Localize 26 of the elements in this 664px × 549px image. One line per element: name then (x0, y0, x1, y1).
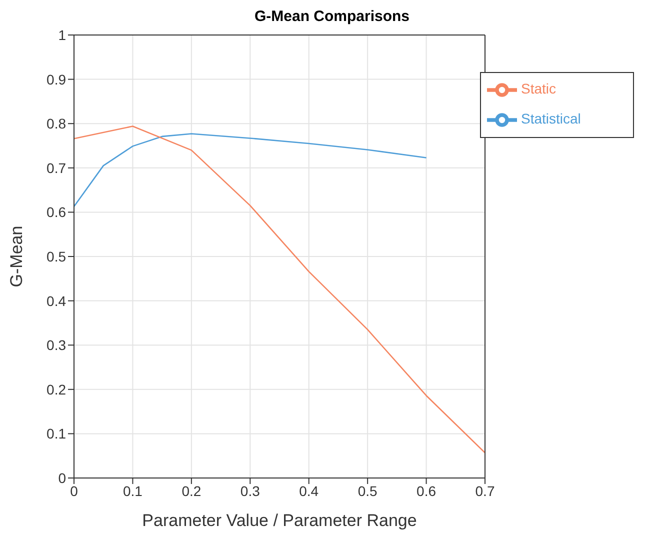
y-axis-title: G-Mean (7, 226, 26, 288)
x-tick-label: 0.1 (122, 482, 143, 499)
y-tick-label: 0 (58, 470, 66, 486)
line-series (74, 133, 427, 208)
line-series (74, 126, 485, 454)
x-tick-label: 0 (70, 482, 78, 499)
x-tick-label: 0.6 (416, 482, 436, 499)
y-tick-label: 0.4 (46, 292, 66, 309)
y-tick-label: 0.3 (46, 337, 66, 354)
x-axis-title: Parameter Value / Parameter Range (142, 511, 417, 530)
y-tick-label: 0.1 (46, 426, 66, 442)
y-tick-label: 0.7 (46, 160, 66, 176)
y-tick-label: 0.2 (46, 381, 66, 398)
chart-title: G-Mean Comparisons (253, 8, 411, 27)
x-tick-label: 0.7 (475, 482, 495, 499)
y-tick-label: 0.6 (46, 204, 66, 220)
legend-label: Static (521, 80, 556, 97)
y-tick-label: 0.5 (46, 248, 66, 264)
y-tick-label: 0.8 (46, 116, 66, 132)
y-tick-label: 0.9 (46, 71, 66, 88)
x-tick-label: 0.4 (299, 482, 319, 499)
y-tick-label: 1 (58, 26, 66, 43)
x-tick-label: 0.2 (182, 482, 202, 499)
x-tick-label: 0.3 (240, 482, 260, 499)
legend-label: Statistical (521, 110, 581, 127)
x-tick-label: 0.5 (358, 482, 378, 499)
